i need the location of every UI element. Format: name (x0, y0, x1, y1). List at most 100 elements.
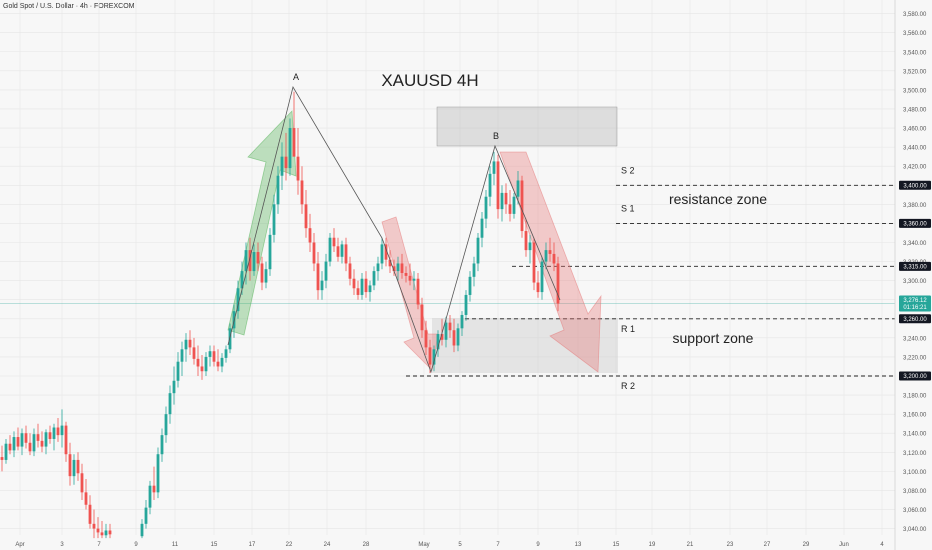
candle-body (440, 334, 444, 340)
candle-body (316, 263, 320, 291)
candle-body (428, 347, 432, 365)
candle-body (248, 250, 252, 272)
candle-body (272, 204, 276, 235)
y-tick-label: 3,160.00 (903, 413, 927, 419)
candle-body (508, 204, 512, 214)
red-down-arrow-2 (499, 151, 602, 373)
candle-body (392, 266, 396, 272)
candle-body (416, 278, 420, 305)
y-tick-label: 3,500.00 (903, 88, 927, 94)
level-label: R 2 (621, 381, 635, 391)
candle-body (364, 278, 368, 293)
candle-body (324, 261, 328, 281)
candle-body (348, 263, 352, 279)
price-tag (899, 371, 931, 381)
x-tick-label: 28 (363, 542, 370, 548)
candle-body (172, 380, 176, 394)
price-tag (899, 218, 931, 228)
x-tick-label: 4 (880, 542, 884, 548)
candle-body (92, 523, 96, 529)
candle-body (88, 504, 92, 524)
x-tick-label: 11 (172, 542, 179, 548)
y-tick-label: 3,440.00 (903, 146, 927, 152)
candle-body (228, 328, 232, 350)
y-tick-label: 3,240.00 (903, 336, 927, 342)
candle-body (352, 278, 356, 289)
candle-body (468, 276, 472, 295)
price-tag-label: 3,360.00 (903, 221, 927, 227)
candle-body (188, 339, 192, 348)
candle-body (404, 273, 408, 276)
candle-body (260, 263, 264, 283)
x-tick-label: 21 (687, 542, 694, 548)
y-tick-label: 3,080.00 (903, 489, 927, 495)
candle-body (284, 156, 288, 169)
x-tick-label: Jun (839, 542, 849, 548)
candle-body (472, 263, 476, 277)
candle-body (312, 242, 316, 264)
candle-body (496, 161, 500, 210)
price-tag (899, 261, 931, 271)
x-tick-label: 3 (60, 542, 64, 548)
candle-body (12, 437, 16, 451)
price-tag-label: 3,400.00 (903, 183, 927, 189)
candle-body (444, 322, 448, 340)
candle-body (48, 432, 52, 439)
candle-body (256, 252, 260, 264)
candle-body (388, 259, 392, 267)
candle-body (332, 237, 336, 247)
chart-title: XAUUSD 4H (381, 71, 478, 90)
candle-body (552, 253, 556, 264)
candle-body (492, 161, 496, 174)
candle-body (400, 263, 404, 274)
candle-body (208, 351, 212, 357)
candle-body (452, 330, 456, 346)
y-tick-label: 3,480.00 (903, 107, 927, 113)
y-axis: 3,040.00 3,060.00 3,080.00 3,100.00 3,120.00… (894, 0, 927, 550)
candle-body (488, 173, 492, 197)
resistance-box (436, 106, 618, 147)
y-tick-label: 3,560.00 (903, 31, 927, 37)
candle-body (52, 427, 56, 439)
y-tick-label: 3,380.00 (903, 203, 927, 209)
candle-body (420, 304, 424, 331)
candle-body (380, 244, 384, 264)
x-tick-label: 22 (286, 542, 293, 548)
candle-body (280, 156, 284, 176)
candle-body (168, 393, 172, 415)
candle-body (532, 242, 536, 283)
y-tick-label: 3,120.00 (903, 451, 927, 457)
candles (0, 91, 560, 539)
candle-body (476, 237, 480, 264)
candle-body (220, 357, 224, 367)
candle-body (8, 443, 12, 451)
candle-body (328, 237, 332, 262)
x-tick-label: May (418, 542, 429, 548)
x-axis: Apr 3 7 9 11 15 17 22 24 28 May 5 7 9 13 15 19 21 23 27 29 Ju… (15, 542, 884, 548)
level-label: S 1 (621, 203, 635, 213)
level-label: R 1 (621, 324, 635, 334)
candle-body (412, 278, 416, 281)
candle-body (160, 435, 164, 455)
candle-body (320, 280, 324, 291)
x-tick-label: 7 (97, 542, 101, 548)
candle-body (28, 442, 32, 452)
candle-body (20, 433, 24, 447)
candle-body (80, 473, 84, 493)
candle-body (408, 275, 412, 281)
price-labels: 3,400.00 3,360.00 3,315.00 3,276.1201:16:21… (899, 180, 931, 381)
point-a-label: A (293, 72, 299, 82)
candle-body (276, 175, 280, 205)
x-tick-label: 29 (803, 542, 810, 548)
candle-body (484, 196, 488, 219)
candle-body (96, 528, 100, 533)
symbol-title: Gold Spot / U.S. Dollar · 4h · FOREXCOM (3, 3, 135, 10)
candle-body (264, 269, 268, 283)
resistance-zone-label: resistance zone (669, 191, 767, 207)
candle-body (436, 334, 440, 350)
price-tag-label: 3,260.00 (903, 317, 927, 323)
y-tick-label: 3,420.00 (903, 165, 927, 171)
y-tick-label: 3,580.00 (903, 12, 927, 18)
level-lines: S 2 S 1 R 1 R 2 (0, 165, 895, 391)
